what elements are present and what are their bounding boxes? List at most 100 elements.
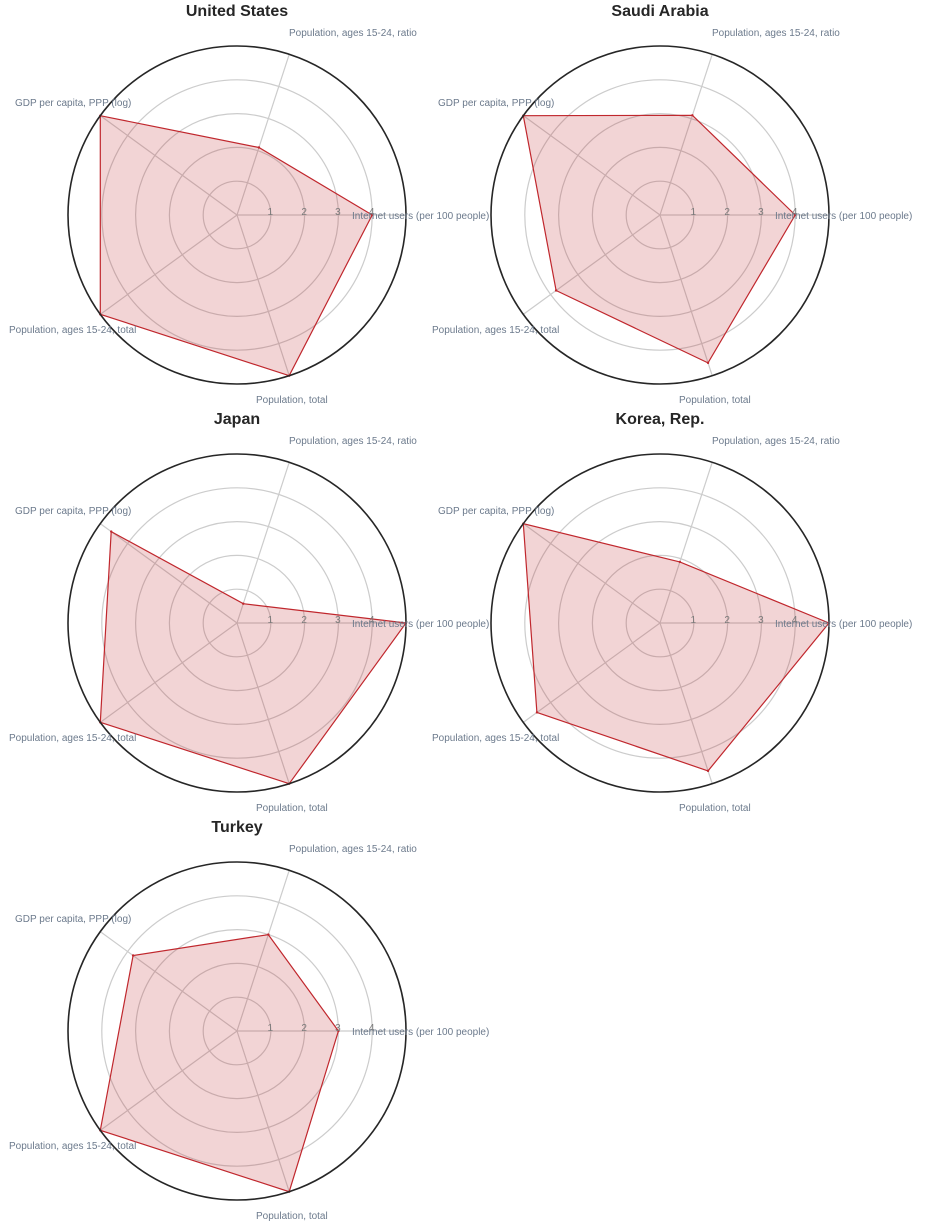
axis-label: Population, total: [256, 1211, 328, 1222]
axis-label: GDP per capita, PPP (log): [438, 506, 554, 517]
axis-spoke: [522, 622, 661, 723]
radial-tick-label: 2: [301, 615, 307, 626]
axis-label: GDP per capita, PPP (log): [15, 98, 131, 109]
outer-frame: [490, 45, 830, 385]
axis-label: Internet users (per 100 people): [775, 619, 912, 630]
outer-frame: [67, 45, 407, 385]
axis-label: GDP per capita, PPP (log): [15, 914, 131, 925]
axis-spoke: [99, 115, 238, 216]
axis-spoke: [659, 214, 713, 376]
axis-label: Population, ages 15-24, ratio: [712, 28, 840, 39]
axis-spoke: [236, 622, 290, 784]
axis-spoke: [99, 931, 238, 1032]
axis-spoke: [99, 214, 238, 315]
panel-title: Turkey: [211, 819, 262, 836]
radial-tick-label: 4: [369, 1023, 375, 1034]
radial-tick-label: 3: [335, 1023, 341, 1034]
axis-label: GDP per capita, PPP (log): [438, 98, 554, 109]
axis-spoke: [236, 54, 290, 216]
data-point: [337, 1029, 340, 1033]
radial-tick-label: 3: [335, 207, 341, 218]
axis-label: Internet users (per 100 people): [352, 211, 489, 222]
axis-spoke: [99, 1030, 238, 1131]
axis-label: Population, ages 15-24, ratio: [712, 436, 840, 447]
axis-label: Internet users (per 100 people): [775, 211, 912, 222]
data-area: [99, 530, 408, 785]
data-area: [522, 114, 796, 364]
axis-label: Population, total: [256, 803, 328, 814]
axis-spoke: [236, 462, 290, 624]
axis-spoke: [522, 523, 661, 624]
axis-spoke: [236, 870, 290, 1032]
data-point: [242, 602, 245, 605]
outer-frame: [67, 453, 407, 793]
axis-spoke: [659, 54, 713, 216]
outer-frame: [490, 453, 830, 793]
radial-tick-label: 2: [724, 615, 730, 626]
axis-label: Population, total: [256, 395, 328, 406]
axis-spoke: [236, 1030, 290, 1192]
axis-label: Population, ages 15-24, total: [9, 733, 136, 744]
axis-spoke: [99, 523, 238, 624]
radial-tick-label: 2: [301, 1023, 307, 1034]
axis-spoke: [99, 622, 238, 723]
axis-spoke: [522, 214, 661, 315]
data-area: [522, 522, 830, 772]
data-point: [794, 213, 797, 217]
axis-spoke: [659, 622, 713, 784]
radial-tick-label: 1: [268, 615, 274, 626]
radial-tick-label: 4: [369, 207, 375, 218]
data-point: [691, 114, 694, 117]
radial-tick-label: 1: [691, 207, 697, 218]
axis-label: GDP per capita, PPP (log): [15, 506, 131, 517]
data-point: [706, 361, 710, 365]
radial-tick-label: 3: [758, 615, 764, 626]
radial-tick-label: 1: [268, 207, 274, 218]
axis-label: Internet users (per 100 people): [352, 1027, 489, 1038]
axis-label: Population, total: [679, 803, 751, 814]
data-point: [706, 769, 710, 773]
axis-label: Population, ages 15-24, ratio: [289, 28, 417, 39]
axis-label: Population, ages 15-24, total: [9, 325, 136, 336]
axis-label: Internet users (per 100 people): [352, 619, 489, 630]
radial-tick-label: 1: [691, 615, 697, 626]
data-point: [110, 530, 113, 533]
axis-spoke: [522, 115, 661, 216]
radial-tick-label: 1: [268, 1023, 274, 1034]
radial-tick-label: 4: [369, 615, 375, 626]
radial-tick-label: 2: [724, 207, 730, 218]
data-point: [371, 213, 374, 217]
radial-tick-label: 3: [758, 207, 764, 218]
radial-tick-label: 3: [335, 615, 341, 626]
data-point: [535, 711, 539, 714]
axis-label: Population, ages 15-24, total: [432, 325, 559, 336]
axis-label: Population, ages 15-24, ratio: [289, 844, 417, 855]
axis-spoke: [236, 214, 290, 376]
axis-label: Population, ages 15-24, total: [432, 733, 559, 744]
panel-title: United States: [186, 3, 288, 20]
data-area: [99, 933, 340, 1193]
data-point: [267, 933, 270, 936]
data-point: [554, 289, 558, 292]
axis-spoke: [659, 462, 713, 624]
radial-tick-label: 2: [301, 207, 307, 218]
axis-label: Population, ages 15-24, total: [9, 1141, 136, 1152]
data-point: [678, 560, 682, 564]
radial-tick-label: 4: [792, 615, 798, 626]
data-area: [99, 114, 373, 377]
outer-frame: [67, 861, 407, 1201]
panel-title: Saudi Arabia: [611, 3, 708, 20]
panel-title: Japan: [214, 411, 260, 428]
radial-tick-label: 4: [792, 207, 798, 218]
axis-label: Population, ages 15-24, ratio: [289, 436, 417, 447]
data-point: [257, 146, 261, 149]
data-point: [131, 954, 135, 957]
panel-title: Korea, Rep.: [616, 411, 705, 428]
axis-label: Population, total: [679, 395, 751, 406]
